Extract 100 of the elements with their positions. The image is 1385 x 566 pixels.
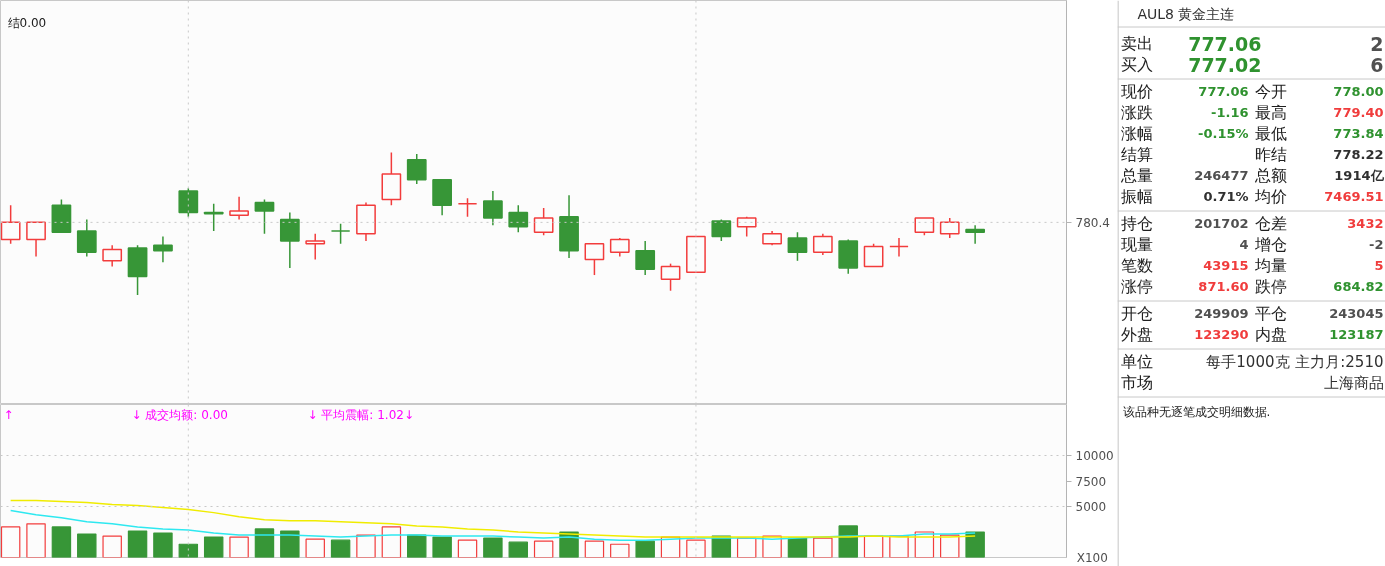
text: 780.4 xyxy=(1075,215,1110,230)
candlestick xyxy=(812,233,833,256)
candlestick xyxy=(965,224,986,245)
text: 最低 xyxy=(1254,124,1287,143)
text: 123187 xyxy=(1329,327,1384,342)
y-tick-label: 7500 xyxy=(1075,474,1107,489)
bar xyxy=(508,541,529,558)
text: 现价 xyxy=(1120,82,1153,101)
text: 卖出 xyxy=(1120,34,1153,53)
text: 笔数 xyxy=(1120,256,1153,275)
text: 243045 xyxy=(1329,306,1384,321)
text: 778.22 xyxy=(1333,147,1384,162)
text: 市场 xyxy=(1120,373,1153,392)
bar xyxy=(965,531,985,558)
text: 最高 xyxy=(1254,103,1287,122)
candlestick xyxy=(0,204,21,245)
bar xyxy=(178,543,199,558)
candlestick xyxy=(787,231,808,262)
text: 0.71% xyxy=(1203,189,1249,204)
text: 持仓 xyxy=(1120,214,1153,233)
text: 今开 xyxy=(1254,82,1287,101)
text: 871.60 xyxy=(1198,279,1249,294)
text: 昨结 xyxy=(1254,145,1287,164)
line-series xyxy=(9,509,976,541)
bar xyxy=(102,535,122,558)
candlestick xyxy=(330,223,351,245)
candlestick xyxy=(153,235,173,263)
text: 仓差 xyxy=(1254,214,1287,233)
text: 振幅 xyxy=(1120,187,1153,206)
bar xyxy=(0,526,21,558)
line-series xyxy=(9,499,976,538)
text: 123290 xyxy=(1194,327,1249,342)
candlestick xyxy=(584,242,605,276)
candlestick xyxy=(533,207,554,236)
bar xyxy=(330,539,351,558)
text: 内盘 xyxy=(1254,325,1287,344)
text: 2 xyxy=(1370,32,1384,55)
text: 主力月:2510 xyxy=(1295,352,1384,371)
bar xyxy=(838,525,858,558)
candlestick xyxy=(76,218,97,258)
candlestick xyxy=(279,211,300,269)
text: 684.82 xyxy=(1333,279,1384,294)
bar xyxy=(483,537,503,558)
y-tick-label: 5000 xyxy=(1075,500,1107,514)
text: 总额 xyxy=(1253,166,1287,185)
candlestick xyxy=(889,237,909,258)
y-tick-label: 10000 xyxy=(1075,449,1114,463)
text: 246477 xyxy=(1194,168,1249,183)
text: 总量 xyxy=(1119,166,1153,185)
text: 结0.00 xyxy=(7,15,47,30)
annotation: ↓ 平均震幅: 1.02↓ xyxy=(307,407,414,422)
bar xyxy=(203,536,224,558)
candlestick xyxy=(863,242,884,268)
bar xyxy=(356,534,376,558)
bar xyxy=(381,526,402,558)
text: 上海商品 xyxy=(1323,373,1384,392)
candlestick xyxy=(635,240,656,276)
text: 平仓 xyxy=(1254,304,1287,323)
text: 43915 xyxy=(1203,258,1249,273)
bar xyxy=(127,530,148,558)
text: 涨幅 xyxy=(1120,124,1153,143)
bar xyxy=(153,532,173,558)
candlestick xyxy=(26,221,46,258)
bar xyxy=(635,540,655,558)
bar xyxy=(280,530,300,558)
candlestick xyxy=(939,217,960,239)
y-axis-title: X100 xyxy=(1076,550,1108,565)
bar xyxy=(686,539,706,558)
candlestick xyxy=(305,233,326,261)
text: 777.06 xyxy=(1198,84,1249,99)
text: 涨停 xyxy=(1120,277,1153,296)
candlestick xyxy=(229,195,249,221)
bar xyxy=(407,534,427,558)
text: -0.15% xyxy=(1198,126,1249,141)
text: 7469.51 xyxy=(1324,189,1384,204)
text: -1.16 xyxy=(1211,105,1249,120)
text: 4 xyxy=(1239,237,1249,252)
bar xyxy=(77,533,97,558)
candlestick xyxy=(660,262,681,292)
text: 779.40 xyxy=(1333,105,1384,120)
text: 增仓 xyxy=(1253,235,1287,254)
text: 单位 xyxy=(1120,352,1153,371)
candlestick xyxy=(102,244,123,268)
text: 201702 xyxy=(1194,216,1249,231)
bar xyxy=(305,538,325,558)
text: 开仓 xyxy=(1120,304,1153,323)
bar xyxy=(51,526,72,558)
text: 6 xyxy=(1370,53,1384,76)
text: 涨跌 xyxy=(1120,103,1153,122)
text: 外盘 xyxy=(1120,325,1153,344)
annotation: ↓ 成交均额: 0.00 xyxy=(131,407,228,422)
candlestick xyxy=(483,190,503,226)
annotation: ↑ xyxy=(3,407,14,422)
bar xyxy=(813,537,833,558)
candlestick xyxy=(406,153,427,185)
text: 买入 xyxy=(1120,55,1153,74)
text: AUL8 黄金主连 xyxy=(1137,5,1235,22)
candlestick xyxy=(609,237,630,258)
text: 778.00 xyxy=(1333,84,1384,99)
bar xyxy=(229,536,249,558)
